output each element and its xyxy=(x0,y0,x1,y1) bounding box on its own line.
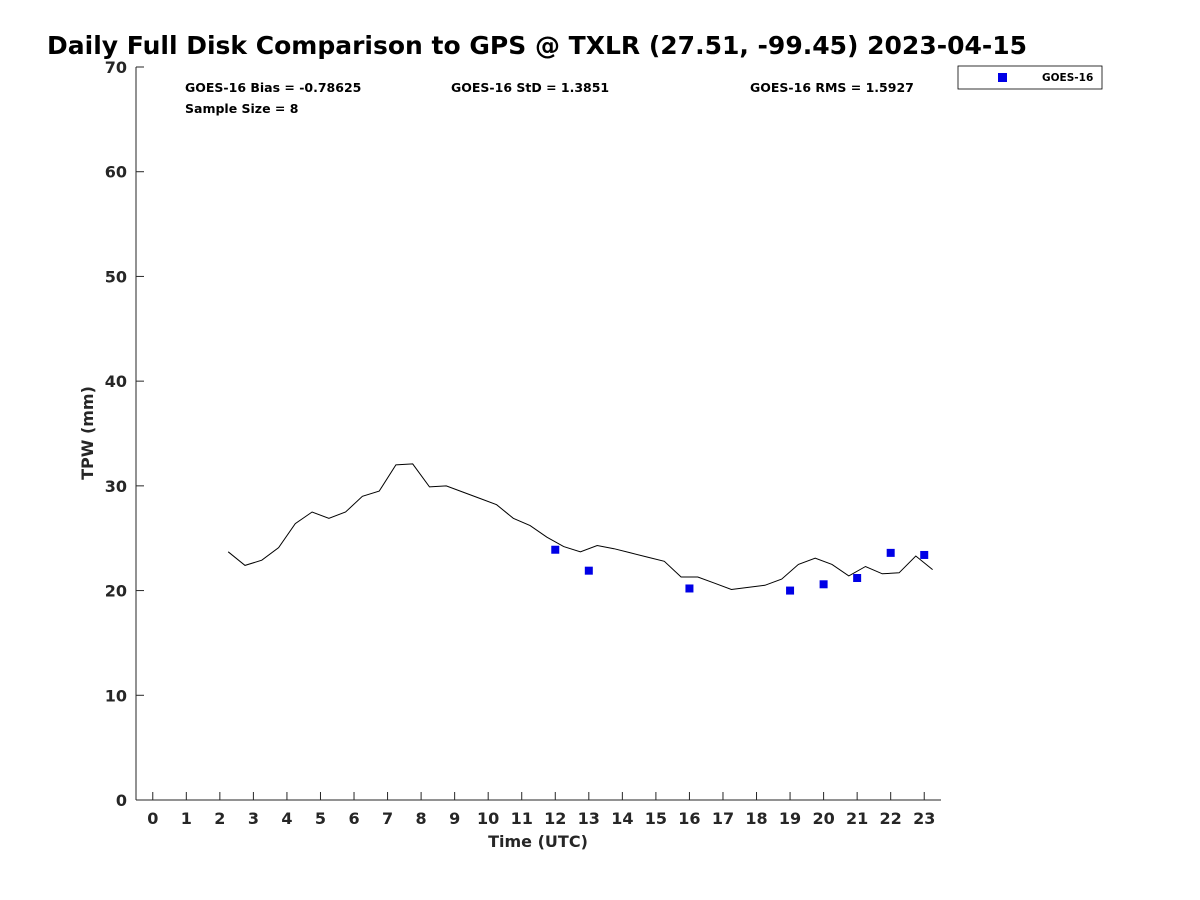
goes16-point xyxy=(786,586,795,595)
y-tick-label: 20 xyxy=(105,582,127,601)
x-tick-label: 10 xyxy=(477,809,499,828)
x-tick-label: 1 xyxy=(181,809,192,828)
x-tick-label: 22 xyxy=(880,809,902,828)
y-tick-label: 30 xyxy=(105,477,127,496)
x-tick-label: 13 xyxy=(578,809,600,828)
sample-size-annotation: Sample Size = 8 xyxy=(185,101,298,116)
x-tick-label: 19 xyxy=(779,809,801,828)
y-tick-label: 70 xyxy=(105,58,127,77)
rms-annotation: GOES-16 RMS = 1.5927 xyxy=(750,80,914,95)
y-tick-label: 40 xyxy=(105,372,127,391)
x-tick-label: 17 xyxy=(712,809,734,828)
goes16-point xyxy=(920,550,929,559)
x-tick-label: 2 xyxy=(214,809,225,828)
x-tick-label: 23 xyxy=(913,809,935,828)
x-tick-label: 3 xyxy=(248,809,259,828)
bias-annotation: GOES-16 Bias = -0.78625 xyxy=(185,80,361,95)
goes16-points xyxy=(551,545,929,595)
chart-title: Daily Full Disk Comparison to GPS @ TXLR… xyxy=(47,31,1027,60)
y-tick-label: 10 xyxy=(105,686,127,705)
goes16-point xyxy=(886,548,895,557)
y-tick-label: 60 xyxy=(105,163,127,182)
goes16-point xyxy=(685,584,694,593)
y-tick-label: 50 xyxy=(105,267,127,286)
x-tick-label: 18 xyxy=(745,809,767,828)
x-tick-label: 9 xyxy=(449,809,460,828)
x-tick-label: 12 xyxy=(544,809,566,828)
x-tick-label: 7 xyxy=(382,809,393,828)
x-axis-label: Time (UTC) xyxy=(488,832,588,851)
x-ticks: 0 1 2 3 4 5 6 7 8 9 10 11 12 13 14 15 16 17 18 19 20 21 22 23 xyxy=(147,792,935,828)
goes16-point xyxy=(853,574,862,583)
y-ticks: 0 10 20 30 40 50 60 70 xyxy=(105,58,144,810)
std-annotation: GOES-16 StD = 1.3851 xyxy=(451,80,609,95)
x-tick-label: 15 xyxy=(645,809,667,828)
x-tick-label: 6 xyxy=(348,809,359,828)
goes16-point xyxy=(584,566,593,575)
x-tick-label: 14 xyxy=(611,809,633,828)
x-tick-label: 21 xyxy=(846,809,868,828)
legend: GOES-16 xyxy=(957,65,1103,90)
x-tick-label: 8 xyxy=(416,809,427,828)
gps-tpw-line xyxy=(227,463,933,591)
y-axis-label: TPW (mm) xyxy=(78,386,97,480)
goes16-point xyxy=(551,545,560,554)
goes16-point xyxy=(819,580,828,589)
x-tick-label: 0 xyxy=(147,809,158,828)
x-tick-label: 20 xyxy=(812,809,834,828)
x-tick-label: 11 xyxy=(511,809,533,828)
x-tick-label: 5 xyxy=(315,809,326,828)
y-tick-label: 0 xyxy=(116,791,127,810)
x-tick-label: 4 xyxy=(281,809,292,828)
legend-goes16-marker xyxy=(998,73,1007,82)
legend-box xyxy=(957,65,1103,90)
x-tick-label: 16 xyxy=(678,809,700,828)
plot-area xyxy=(135,67,941,801)
legend-goes16-label: GOES-16 xyxy=(1042,72,1093,84)
